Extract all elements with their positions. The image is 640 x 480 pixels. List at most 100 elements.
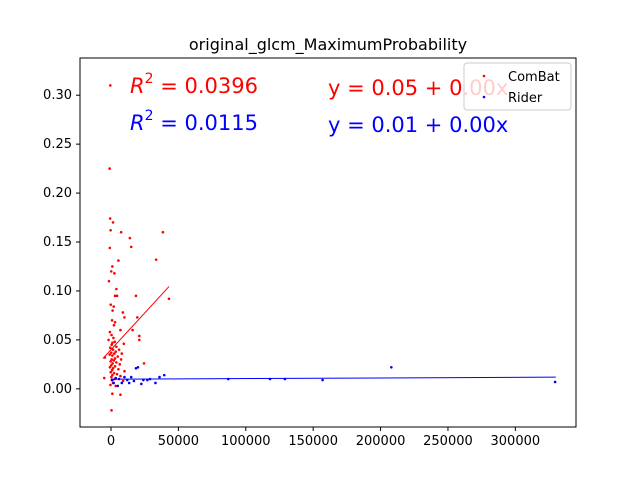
combat-point — [123, 316, 126, 319]
rider-point — [129, 375, 133, 379]
x-tick-label: 300000 — [491, 434, 541, 449]
combat-point — [117, 367, 120, 371]
combat-point — [109, 84, 112, 87]
combat-point — [121, 311, 125, 314]
combat-point — [110, 343, 113, 347]
y-axis: 0.00 0.05 0.10 0.15 0.20 0.25 0.30 — [43, 88, 80, 397]
rider-point — [120, 381, 124, 385]
combat-point — [119, 374, 122, 378]
combat-point — [111, 362, 114, 365]
combat-point — [109, 364, 113, 367]
y-tick-label: 0.00 — [43, 382, 72, 397]
combat-point — [109, 270, 113, 273]
rider-point — [116, 384, 120, 388]
combat-point — [120, 352, 124, 355]
combat-point — [108, 246, 112, 250]
combat-point — [111, 309, 114, 312]
combat-point — [109, 351, 113, 354]
combat-point — [131, 328, 134, 332]
combat-point — [128, 236, 132, 240]
combat-point — [109, 370, 113, 374]
x-tick-label: 200000 — [356, 434, 406, 449]
x-tick-label: 100000 — [221, 434, 271, 449]
x-axis: 0 50000 100000 150000 200000 250000 300000 — [107, 427, 540, 449]
combat-point — [108, 330, 112, 334]
combat-point — [135, 316, 139, 319]
combat-point — [129, 245, 133, 249]
x-tick-label: 50000 — [158, 434, 199, 449]
rider-r2-annotation: R2 = 0.0115 — [130, 108, 258, 135]
combat-point — [122, 342, 126, 346]
combat-point — [112, 359, 115, 362]
combat-point — [154, 258, 158, 261]
combat-point — [111, 265, 114, 268]
combat-point — [107, 279, 111, 283]
combat-point — [115, 372, 119, 376]
rider-point — [321, 378, 324, 382]
rider-point — [553, 380, 557, 384]
combat-point — [111, 354, 114, 357]
legend-rider-label: Rider — [508, 91, 543, 106]
combat-point — [110, 319, 114, 322]
combat-point — [114, 384, 118, 388]
combat-point — [113, 320, 117, 324]
x-tick-label: 150000 — [288, 434, 338, 449]
combat-point — [115, 345, 118, 349]
combat-point — [110, 375, 113, 379]
legend-box — [463, 62, 572, 111]
rider-point — [132, 379, 136, 383]
combat-point — [113, 352, 116, 355]
combat-point — [110, 409, 113, 412]
combat-point — [108, 167, 111, 170]
combat-point — [109, 346, 112, 350]
combat-point — [108, 365, 112, 369]
combat-point — [114, 350, 118, 353]
rider-point — [162, 373, 166, 377]
combat-point — [111, 373, 114, 377]
x-tick-label: 250000 — [423, 434, 473, 449]
legend: ComBat Rider — [463, 62, 572, 111]
combat-point — [123, 369, 126, 373]
combat-point — [138, 334, 141, 338]
rider-point — [123, 375, 126, 379]
combat-point — [115, 294, 119, 298]
combat-point — [111, 341, 114, 345]
rider-point — [140, 382, 143, 386]
rider-point — [154, 381, 157, 385]
combat-point — [121, 379, 125, 383]
combat-point — [134, 294, 138, 298]
y-tick-label: 0.10 — [43, 284, 72, 299]
combat-point — [109, 360, 112, 363]
combat-point — [117, 259, 120, 262]
combat-point — [167, 297, 171, 301]
rider-point — [112, 381, 115, 385]
y-tick-label: 0.05 — [43, 333, 72, 348]
combat-point — [113, 340, 117, 344]
legend-combat-label: ComBat — [508, 70, 560, 85]
combat-point — [115, 287, 118, 291]
combat-point — [138, 338, 141, 342]
combat-point — [119, 230, 123, 234]
combat-point — [108, 353, 111, 356]
combat-point — [119, 328, 122, 332]
rider-equation: y = 0.01 + 0.00x — [328, 113, 508, 137]
combat-fit-line — [102, 286, 170, 359]
rider-point — [127, 381, 131, 385]
combat-points — [102, 84, 171, 412]
combat-r2-annotation: R2 = 0.0396 — [130, 71, 258, 98]
combat-point — [109, 303, 113, 306]
rider-point — [390, 365, 393, 369]
combat-point — [107, 338, 110, 342]
combat-point — [118, 363, 122, 366]
combat-point — [108, 217, 112, 220]
chart-title: original_glcm_MaximumProbability — [189, 35, 467, 55]
combat-point — [142, 362, 146, 365]
combat-point — [112, 371, 116, 375]
rider-point — [136, 365, 140, 369]
combat-point — [110, 358, 113, 361]
legend-rider-marker — [482, 95, 486, 99]
combat-point — [115, 361, 118, 364]
y-tick-label: 0.20 — [43, 186, 72, 201]
combat-point — [109, 383, 112, 387]
